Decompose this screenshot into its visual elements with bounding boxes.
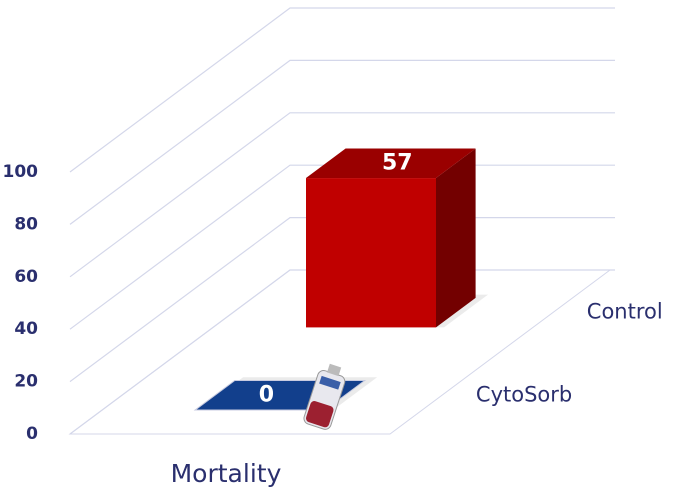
- y-tick-label: 80: [14, 214, 38, 234]
- bar-side: [436, 148, 476, 328]
- cartridge-icon: [303, 363, 346, 430]
- grid-line: [69, 7, 615, 173]
- legend-label: CytoSorb: [476, 382, 572, 406]
- value-label: 0: [259, 382, 274, 407]
- grid-line: [69, 217, 615, 383]
- value-label: 57: [382, 150, 413, 175]
- y-tick-label: 20: [14, 372, 38, 392]
- cartridge-fill: [305, 401, 334, 428]
- grid-line: [69, 269, 615, 435]
- grid-line: [69, 59, 615, 225]
- y-tick-label: 0: [26, 424, 38, 444]
- grid-line: [69, 112, 615, 278]
- x-tick-label: Mortality: [171, 459, 282, 488]
- y-tick-label: 40: [14, 319, 38, 339]
- legend-label: Control: [587, 300, 663, 324]
- y-tick-label: 60: [14, 267, 38, 287]
- cartridge-label: [319, 375, 341, 390]
- grid-line: [69, 164, 615, 330]
- cartridge-cap: [327, 363, 342, 377]
- y-tick-label: 100: [3, 162, 39, 182]
- bar-top: [306, 148, 476, 179]
- bar: [306, 178, 436, 328]
